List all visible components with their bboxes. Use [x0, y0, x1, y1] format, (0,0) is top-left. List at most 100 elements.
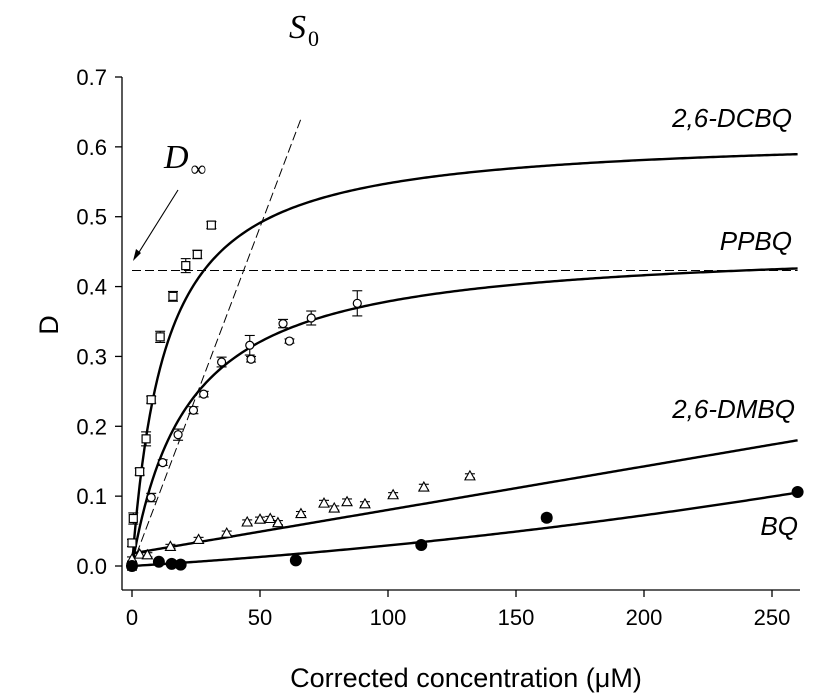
data-point	[127, 538, 137, 548]
data-point	[192, 249, 203, 260]
data-point-marker	[540, 511, 553, 524]
data-point-marker	[791, 485, 804, 498]
data-point	[126, 560, 138, 572]
data-point	[134, 467, 145, 477]
data-point-marker	[289, 554, 302, 567]
series-label-bq: BQ	[760, 511, 798, 541]
d-infinity-annotation: D∞	[133, 139, 206, 261]
data-point	[173, 428, 184, 441]
data-point-marker	[141, 434, 151, 444]
data-point	[141, 548, 154, 560]
series-label-ppbq: PPBQ	[720, 226, 792, 256]
data-point	[289, 554, 302, 567]
tick-group: 0.0 0.1 0.2 0.3 0.4 0.5 0.6 0.7 0 50 100 150 200 250	[76, 65, 790, 630]
data-point	[254, 513, 266, 524]
data-point	[164, 540, 177, 551]
data-point	[295, 507, 307, 519]
x-axis-title: Corrected concentration (μM)	[290, 663, 642, 693]
data-points	[126, 220, 804, 572]
x-tick-label: 100	[370, 605, 407, 630]
data-point	[180, 258, 191, 274]
data-point-marker	[254, 513, 266, 524]
data-point-marker	[181, 261, 191, 271]
data-point	[359, 497, 371, 509]
data-point-marker	[192, 249, 202, 260]
data-point-marker	[126, 560, 138, 572]
data-point	[128, 512, 139, 525]
s0-subscript: 0	[308, 26, 319, 51]
data-point-marker	[155, 332, 165, 342]
data-point	[241, 515, 254, 527]
data-point	[318, 496, 330, 508]
data-point-marker	[133, 547, 146, 559]
y-tick-label: 0.3	[76, 344, 107, 369]
s0-annotation: S0	[289, 9, 319, 51]
x-tick-label: 50	[248, 605, 272, 630]
data-point-marker	[241, 515, 254, 527]
d-infinity-label: D	[163, 139, 189, 176]
x-tick-label: 150	[498, 605, 535, 630]
data-point	[264, 512, 277, 524]
series-label-dcbq: 2,6-DCBQ	[671, 103, 792, 133]
y-tick-label: 0.5	[76, 205, 107, 230]
data-point	[141, 431, 152, 447]
data-point-marker	[328, 501, 341, 513]
data-point-marker	[168, 291, 178, 301]
data-point	[246, 354, 257, 364]
data-point	[244, 334, 255, 356]
data-point-marker	[284, 336, 295, 346]
data-point-marker	[127, 538, 137, 548]
data-point-marker	[146, 395, 156, 405]
data-point	[155, 330, 166, 344]
data-point-marker	[278, 318, 288, 329]
axes	[121, 77, 800, 591]
data-point	[306, 310, 317, 326]
data-point	[463, 469, 476, 481]
data-point-marker	[128, 513, 138, 524]
data-point	[271, 516, 284, 528]
data-point	[791, 485, 804, 498]
data-point	[157, 458, 168, 468]
x-tick-label: 200	[626, 605, 663, 630]
data-point	[133, 547, 146, 559]
fit-curves	[130, 152, 798, 568]
data-point-marker	[174, 558, 187, 571]
data-point-marker	[158, 458, 168, 468]
svg-text:D∞: D∞	[163, 139, 206, 181]
s0-line	[131, 118, 302, 567]
data-point-marker	[246, 354, 256, 364]
data-point-marker	[192, 533, 205, 545]
data-point-marker	[463, 469, 476, 481]
data-point-marker	[141, 548, 154, 560]
data-point-marker	[188, 405, 199, 415]
data-point	[192, 533, 205, 545]
series-label-dmbq: 2,6-DMBQ	[671, 394, 795, 424]
data-point	[278, 318, 289, 329]
s0-label: S	[289, 9, 306, 46]
svg-text:S0: S0	[289, 9, 319, 51]
fit-curve-3	[131, 491, 798, 568]
data-point-marker	[135, 467, 145, 477]
data-point	[341, 495, 353, 507]
data-point	[198, 389, 209, 399]
data-point-marker	[295, 507, 307, 519]
y-tick-label: 0.6	[76, 135, 107, 160]
data-point-marker	[271, 516, 284, 528]
reference-lines	[131, 118, 798, 567]
data-point-marker	[306, 313, 316, 323]
data-point	[206, 220, 217, 230]
data-point-marker	[164, 540, 177, 551]
fit-curve-0	[130, 152, 798, 567]
data-point	[415, 539, 428, 552]
d-infinity-arrowhead	[133, 249, 141, 261]
data-point	[152, 555, 165, 568]
data-point-marker	[359, 497, 371, 509]
y-tick-label: 0.4	[76, 275, 107, 300]
data-point	[352, 290, 363, 317]
y-tick-label: 0.1	[76, 484, 107, 509]
data-point	[167, 290, 178, 302]
y-tick-label: 0.0	[76, 554, 107, 579]
data-point-marker	[152, 555, 165, 568]
fit-curve-1	[130, 267, 798, 567]
